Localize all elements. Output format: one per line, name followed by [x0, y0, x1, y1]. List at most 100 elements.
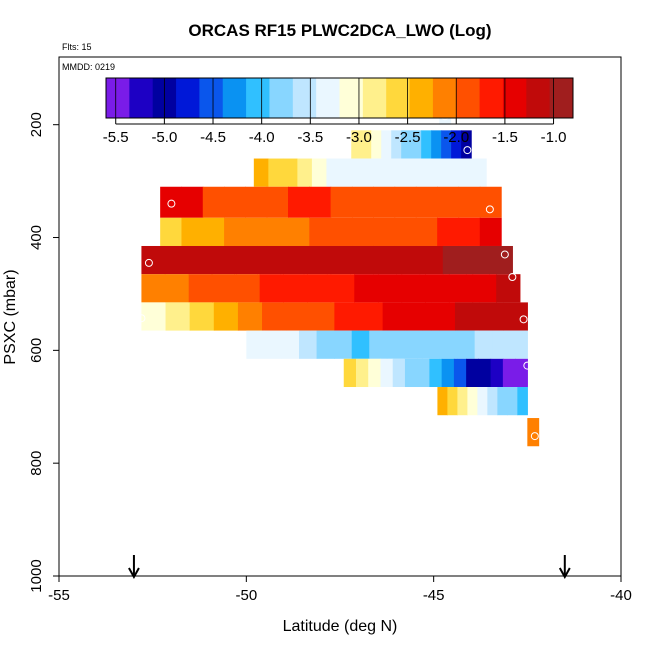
- heatmap-cell: [288, 186, 310, 218]
- date-label: MMDD: 0219: [62, 62, 115, 72]
- heatmap-cell: [497, 387, 508, 416]
- heatmap-cell: [371, 130, 382, 159]
- heatmap-cell: [181, 217, 204, 246]
- heatmap-cell: [358, 302, 384, 331]
- heatmap-cell: [309, 217, 332, 246]
- heatmap-cell: [330, 186, 353, 218]
- heatmap-cell: [309, 186, 332, 218]
- colorbar-segment: [176, 78, 200, 118]
- heatmap-cell: [399, 158, 415, 187]
- heatmap-cell: [237, 302, 263, 331]
- heatmap-cell: [477, 387, 488, 416]
- heatmap-cell: [447, 387, 458, 416]
- heatmap-cell: [487, 387, 498, 416]
- colorbar-segment: [316, 78, 340, 118]
- heatmap-cell: [281, 330, 300, 359]
- heatmap-cell: [224, 217, 246, 246]
- heatmap-cell: [515, 358, 528, 388]
- heatmap-cell: [401, 130, 412, 159]
- heatmap-cell: [253, 158, 269, 187]
- colorbar-segment: [386, 78, 411, 118]
- x-tick-label: -40: [610, 587, 632, 604]
- heatmap-cell: [224, 186, 246, 218]
- colorbar-tick-label: -1.0: [541, 129, 567, 146]
- colorbar-segment: [106, 78, 130, 118]
- heatmap-cell: [181, 186, 204, 218]
- heatmap-cell: [478, 358, 492, 388]
- observation-circle: [530, 432, 539, 441]
- y-axis-label: PSXC (mbar): [2, 269, 19, 364]
- observation-circle: [519, 315, 528, 324]
- heatmap-cell: [453, 358, 467, 388]
- heatmap-cell: [479, 217, 502, 246]
- observation-circle: [485, 205, 494, 214]
- heatmap-cell: [441, 358, 455, 388]
- heatmap-cell: [263, 330, 283, 359]
- colorbar-tick-label: -2.0: [443, 129, 469, 146]
- heatmap-cell: [266, 217, 289, 246]
- heatmap-cell: [428, 158, 444, 187]
- heatmap-cell: [303, 245, 328, 275]
- heatmap-cell: [306, 274, 332, 303]
- heatmap-cell: [262, 302, 287, 331]
- heatmap-cell: [351, 330, 370, 359]
- heatmap-cell: [413, 158, 429, 187]
- heatmap-cell: [202, 217, 225, 246]
- heatmap-cell: [517, 387, 528, 416]
- heatmap-cell: [509, 330, 528, 359]
- heatmap-cell: [489, 245, 513, 275]
- x-tick-label: -45: [423, 587, 445, 604]
- heatmap-cell: [297, 158, 313, 187]
- heatmap-cell: [442, 245, 467, 275]
- heatmap-cell: [415, 186, 438, 218]
- heatmap-cell: [527, 418, 540, 447]
- heatmap-cell: [391, 130, 402, 159]
- heatmap-cell: [334, 330, 353, 359]
- heatmap-cell: [351, 186, 374, 218]
- heatmap-cell: [213, 302, 239, 331]
- heatmap-cell: [257, 245, 282, 275]
- heatmap-cell: [330, 274, 355, 303]
- heatmap-cell: [212, 274, 237, 303]
- heatmap-cell: [490, 358, 504, 388]
- heatmap-cell: [141, 274, 166, 303]
- colorbar-segment: [409, 78, 434, 118]
- heatmap-cell: [496, 274, 521, 303]
- heatmap-cell: [160, 217, 183, 246]
- y-tick-label: 800: [28, 451, 45, 476]
- heatmap-cell: [189, 302, 215, 331]
- heatmap-cell: [355, 358, 369, 388]
- heatmap-cell: [382, 302, 408, 331]
- heatmap-cell: [492, 330, 511, 359]
- heatmap-cell: [234, 245, 258, 275]
- colorbar-tick-label: -4.5: [200, 129, 226, 146]
- arrow-down-icon: [558, 567, 571, 580]
- heatmap-cell: [457, 330, 476, 359]
- flight-arrows: [128, 555, 571, 580]
- heatmap-cell: [401, 274, 426, 303]
- heatmap-cell: [503, 302, 528, 331]
- heatmap-cell: [441, 130, 452, 159]
- heatmap-cell: [430, 302, 456, 331]
- arrow-down-icon: [128, 567, 140, 580]
- heatmap-cell: [442, 158, 458, 187]
- heatmap-cell: [373, 245, 398, 275]
- heatmap-cell: [431, 130, 442, 159]
- heatmap-cell: [381, 130, 392, 159]
- heatmap-cell: [268, 158, 284, 187]
- heatmap-cell: [417, 358, 431, 388]
- heatmap-cell: [437, 217, 460, 246]
- heatmap-cell: [394, 217, 417, 246]
- colorbar-segment: [502, 78, 527, 118]
- y-axis: 200 400 600 800 1000: [28, 112, 60, 593]
- heatmap-cell: [457, 387, 468, 416]
- heatmap-cell: [479, 302, 504, 331]
- observation-circles: [137, 112, 539, 441]
- heatmap-cell: [259, 274, 284, 303]
- heatmap-cell: [457, 158, 473, 187]
- heatmap-cell: [394, 186, 417, 218]
- x-tick-label: -55: [48, 587, 70, 604]
- flights-label: Flts: 15: [62, 42, 92, 52]
- colorbar-tick-label: -5.5: [103, 129, 129, 146]
